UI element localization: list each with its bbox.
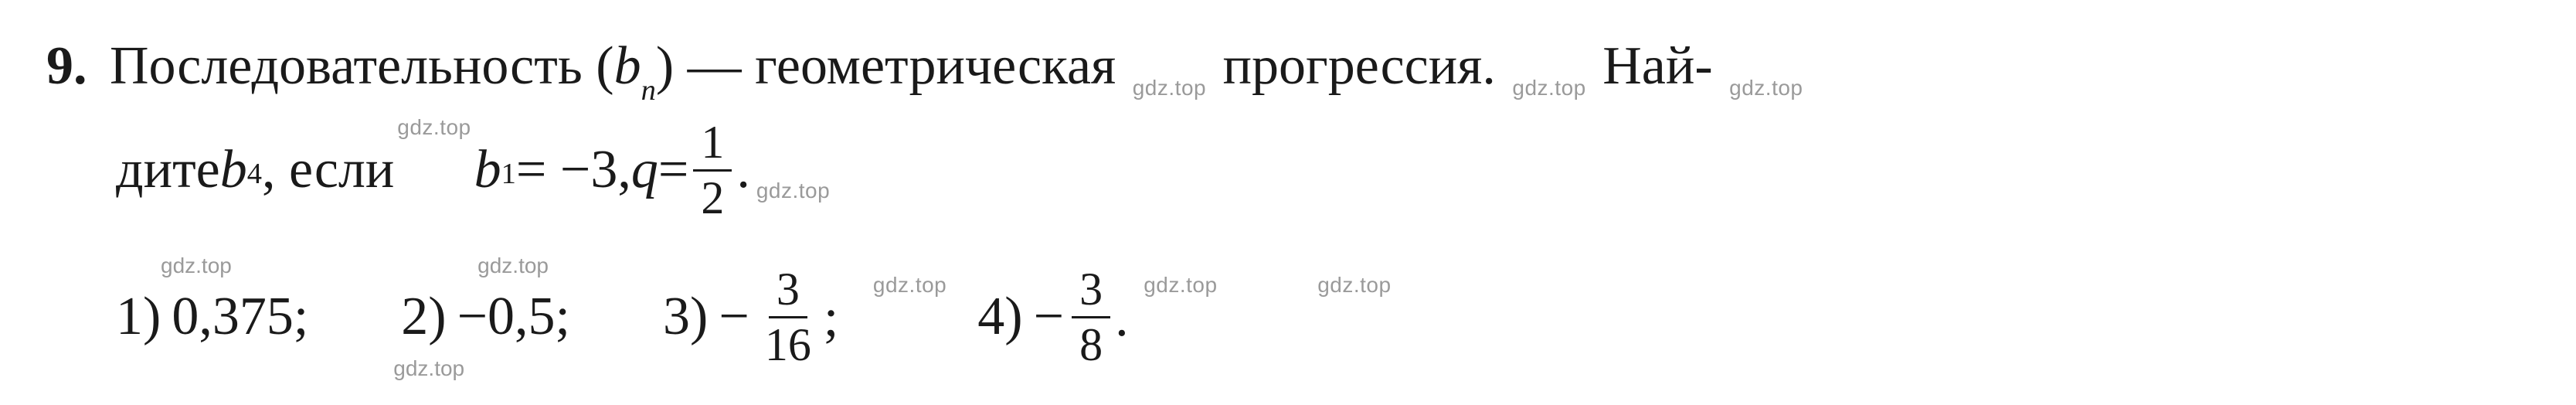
answer-3-den: 16 — [757, 318, 819, 369]
answer-3-num: 3 — [769, 265, 807, 318]
watermark-a3: gdz.top — [873, 268, 946, 303]
answer-3-label: 3) — [663, 274, 708, 360]
line2-text-1: дите — [116, 127, 220, 213]
line1-text-1: Последовательность ( — [110, 36, 614, 96]
line1-text-4: Най- — [1602, 36, 1712, 96]
answer-3-end: ; — [824, 275, 838, 362]
line1-text-3: прогрессия. — [1223, 36, 1496, 96]
line2-seg-2: b1 = −3, q = 1 2 . — [474, 118, 750, 223]
line2-q-var: q — [631, 127, 658, 213]
line1-var-b: b — [614, 36, 641, 96]
line2-frac-num: 1 — [693, 118, 732, 172]
answer-4-body: 4) − 3 8 gdz.top . — [977, 265, 1128, 369]
watermark-a4-right: gdz.top — [1317, 268, 1391, 303]
answer-4-fraction: 3 8 — [1072, 265, 1110, 369]
watermark-2: gdz.top — [1512, 71, 1585, 106]
watermark-a1-top: gdz.top — [161, 249, 232, 284]
answer-4-neg: − — [1034, 274, 1064, 360]
answer-3-body: 3) − 3 16 ; — [663, 265, 838, 369]
answer-2-value: −0,5; — [457, 274, 570, 360]
watermark-a2-top: gdz.top — [477, 249, 549, 284]
answer-3: 3) − 3 16 ; gdz.top — [663, 265, 838, 369]
answer-3-frac: − 3 16 ; — [719, 265, 838, 369]
answer-2-label: 2) — [401, 274, 446, 360]
answer-1-value: 0,375; — [172, 274, 308, 360]
answer-4-num: 3 — [1072, 265, 1110, 318]
line2-frac: 1 2 — [693, 118, 732, 223]
answers-row: gdz.top 1) 0,375; gdz.top 2) −0,5; gdz.t… — [46, 265, 2530, 369]
watermark-1: gdz.top — [1133, 71, 1206, 106]
watermark-5: gdz.top — [756, 174, 830, 209]
answer-1-body: 1) 0,375; — [116, 274, 308, 360]
line2-frac-den: 2 — [693, 172, 732, 223]
line2-end: . — [736, 127, 750, 213]
line2-b4-sub: 4 — [247, 151, 262, 199]
answer-4: 4) − 3 8 gdz.top . gdz.top — [977, 265, 1128, 369]
watermark-4: gdz.top — [397, 111, 471, 145]
problem-number: 9. — [46, 23, 87, 110]
line2-b1-sub: 1 — [501, 151, 516, 199]
line2-b4-var: b — [220, 127, 247, 213]
problem-line-2: дите b4 , если gdz.top b1 = −3, q = 1 2 … — [46, 118, 2530, 223]
answer-4-label: 4) — [977, 274, 1022, 360]
problem-line-1: 9. Последовательность (bn) — геометричес… — [46, 23, 2530, 111]
line2-seg-1: дите b4 , если — [116, 127, 394, 213]
answer-3-fraction: 3 16 — [757, 265, 819, 369]
answer-4-end: . — [1115, 275, 1129, 362]
watermark-a2-bottom: gdz.top — [393, 352, 464, 386]
answer-3-neg: − — [719, 274, 749, 360]
answer-2-body: 2) −0,5; — [401, 274, 570, 360]
line1-sub-n: n — [641, 74, 656, 107]
line2-b1-var: b — [474, 127, 501, 213]
problem-container: 9. Последовательность (bn) — геометричес… — [46, 23, 2530, 369]
answer-1-label: 1) — [116, 274, 161, 360]
line2-eq2: = — [658, 127, 688, 213]
answer-1: gdz.top 1) 0,375; — [116, 274, 308, 360]
answer-4-frac: − 3 8 gdz.top . — [1034, 265, 1129, 369]
watermark-a4-top: gdz.top — [1144, 268, 1217, 303]
answer-4-den: 8 — [1072, 318, 1110, 369]
line2-text-2: , если — [262, 127, 394, 213]
answer-2: gdz.top 2) −0,5; gdz.top — [401, 274, 570, 360]
watermark-3: gdz.top — [1729, 71, 1803, 106]
line1-text-2: ) — геометрическая — [656, 36, 1116, 96]
line2-eq1: = −3, — [516, 127, 631, 213]
